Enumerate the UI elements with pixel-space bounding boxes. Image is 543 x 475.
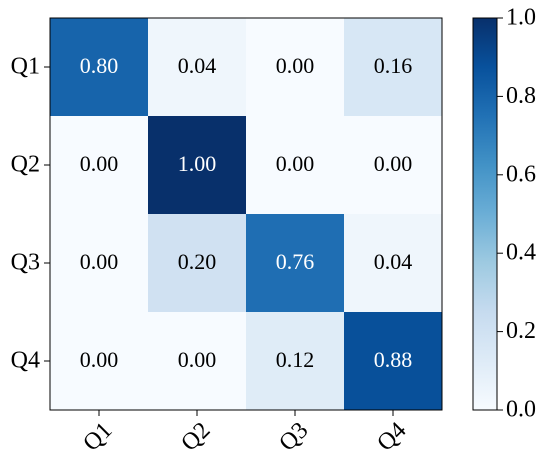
- heatmap-cell-Q3-Q1: [50, 214, 148, 312]
- heatmap-cell-Q2-Q2: [148, 116, 246, 214]
- heatmap-cell-Q4-Q1: [50, 312, 148, 410]
- x-tick-label-Q4: Q4: [372, 417, 411, 456]
- cell-value-label: 0.00: [276, 53, 315, 78]
- colorbar-tick-label: 0.0: [506, 397, 536, 423]
- cell-value-label: 0.88: [374, 347, 413, 372]
- colorbar-tick-label: 0.4: [506, 240, 536, 266]
- colorbar-tick-label: 0.2: [506, 318, 536, 344]
- colorbar-gradient: [472, 17, 498, 411]
- heatmap-cell-Q3-Q3: [246, 214, 344, 312]
- cell-value-label: 0.76: [276, 249, 315, 274]
- cell-value-label: 0.00: [276, 151, 315, 176]
- colorbar: 0.0 0.2 0.4 0.6 0.8 1.0: [472, 5, 536, 423]
- heatmap-cell-Q3-Q2: [148, 214, 246, 312]
- y-tick-label-Q4: Q4: [11, 348, 40, 374]
- cell-value-label: 0.16: [374, 53, 413, 78]
- heatmap-cell-Q1-Q2: [148, 18, 246, 116]
- cell-value-label: 0.12: [276, 347, 315, 372]
- x-tick-label-Q3: Q3: [274, 417, 313, 456]
- x-tick-label-Q1: Q1: [78, 417, 117, 456]
- cell-value-label: 0.00: [374, 151, 413, 176]
- y-axis: Q1 Q2 Q3 Q4: [11, 54, 50, 374]
- cell-value-label: 0.04: [178, 53, 217, 78]
- heatmap-cell-labels: 0.80 0.04 0.00 0.16 0.00 1.00 0.00 0.00 0.00 0.20…: [80, 53, 413, 372]
- heatmap-cell-Q1-Q3: [246, 18, 344, 116]
- y-tick-label-Q3: Q3: [11, 250, 40, 276]
- cell-value-label: 0.00: [80, 347, 119, 372]
- y-tick-label-Q2: Q2: [11, 152, 40, 178]
- heatmap-cell-Q1-Q1: [50, 18, 148, 116]
- heatmap-cell-Q4-Q3: [246, 312, 344, 410]
- heatmap-cell-Q2-Q1: [50, 116, 148, 214]
- colorbar-tick-label: 0.6: [506, 161, 536, 187]
- cell-value-label: 0.04: [374, 249, 413, 274]
- y-tick-label-Q1: Q1: [11, 54, 40, 80]
- heatmap-cell-Q4-Q4: [344, 312, 442, 410]
- heatmap-cell-Q4-Q2: [148, 312, 246, 410]
- colorbar-tick-label: 0.8: [506, 83, 536, 109]
- cell-value-label: 1.00: [178, 151, 217, 176]
- plot-frame: [49, 17, 443, 411]
- cell-value-label: 0.20: [178, 249, 217, 274]
- heatmap-cells: [50, 18, 442, 410]
- cell-value-label: 0.00: [80, 249, 119, 274]
- heatmap-cell-Q2-Q4: [344, 116, 442, 214]
- cell-value-label: 0.00: [80, 151, 119, 176]
- colorbar-tick-label: 1.0: [506, 5, 536, 31]
- x-axis: Q1 Q2 Q3 Q4: [78, 410, 412, 457]
- heatmap-cell-Q2-Q3: [246, 116, 344, 214]
- heatmap-cell-Q3-Q4: [344, 214, 442, 312]
- x-tick-label-Q2: Q2: [176, 417, 215, 456]
- heatmap-cell-Q1-Q4: [344, 18, 442, 116]
- cell-value-label: 0.80: [80, 53, 119, 78]
- cell-value-label: 0.00: [178, 347, 217, 372]
